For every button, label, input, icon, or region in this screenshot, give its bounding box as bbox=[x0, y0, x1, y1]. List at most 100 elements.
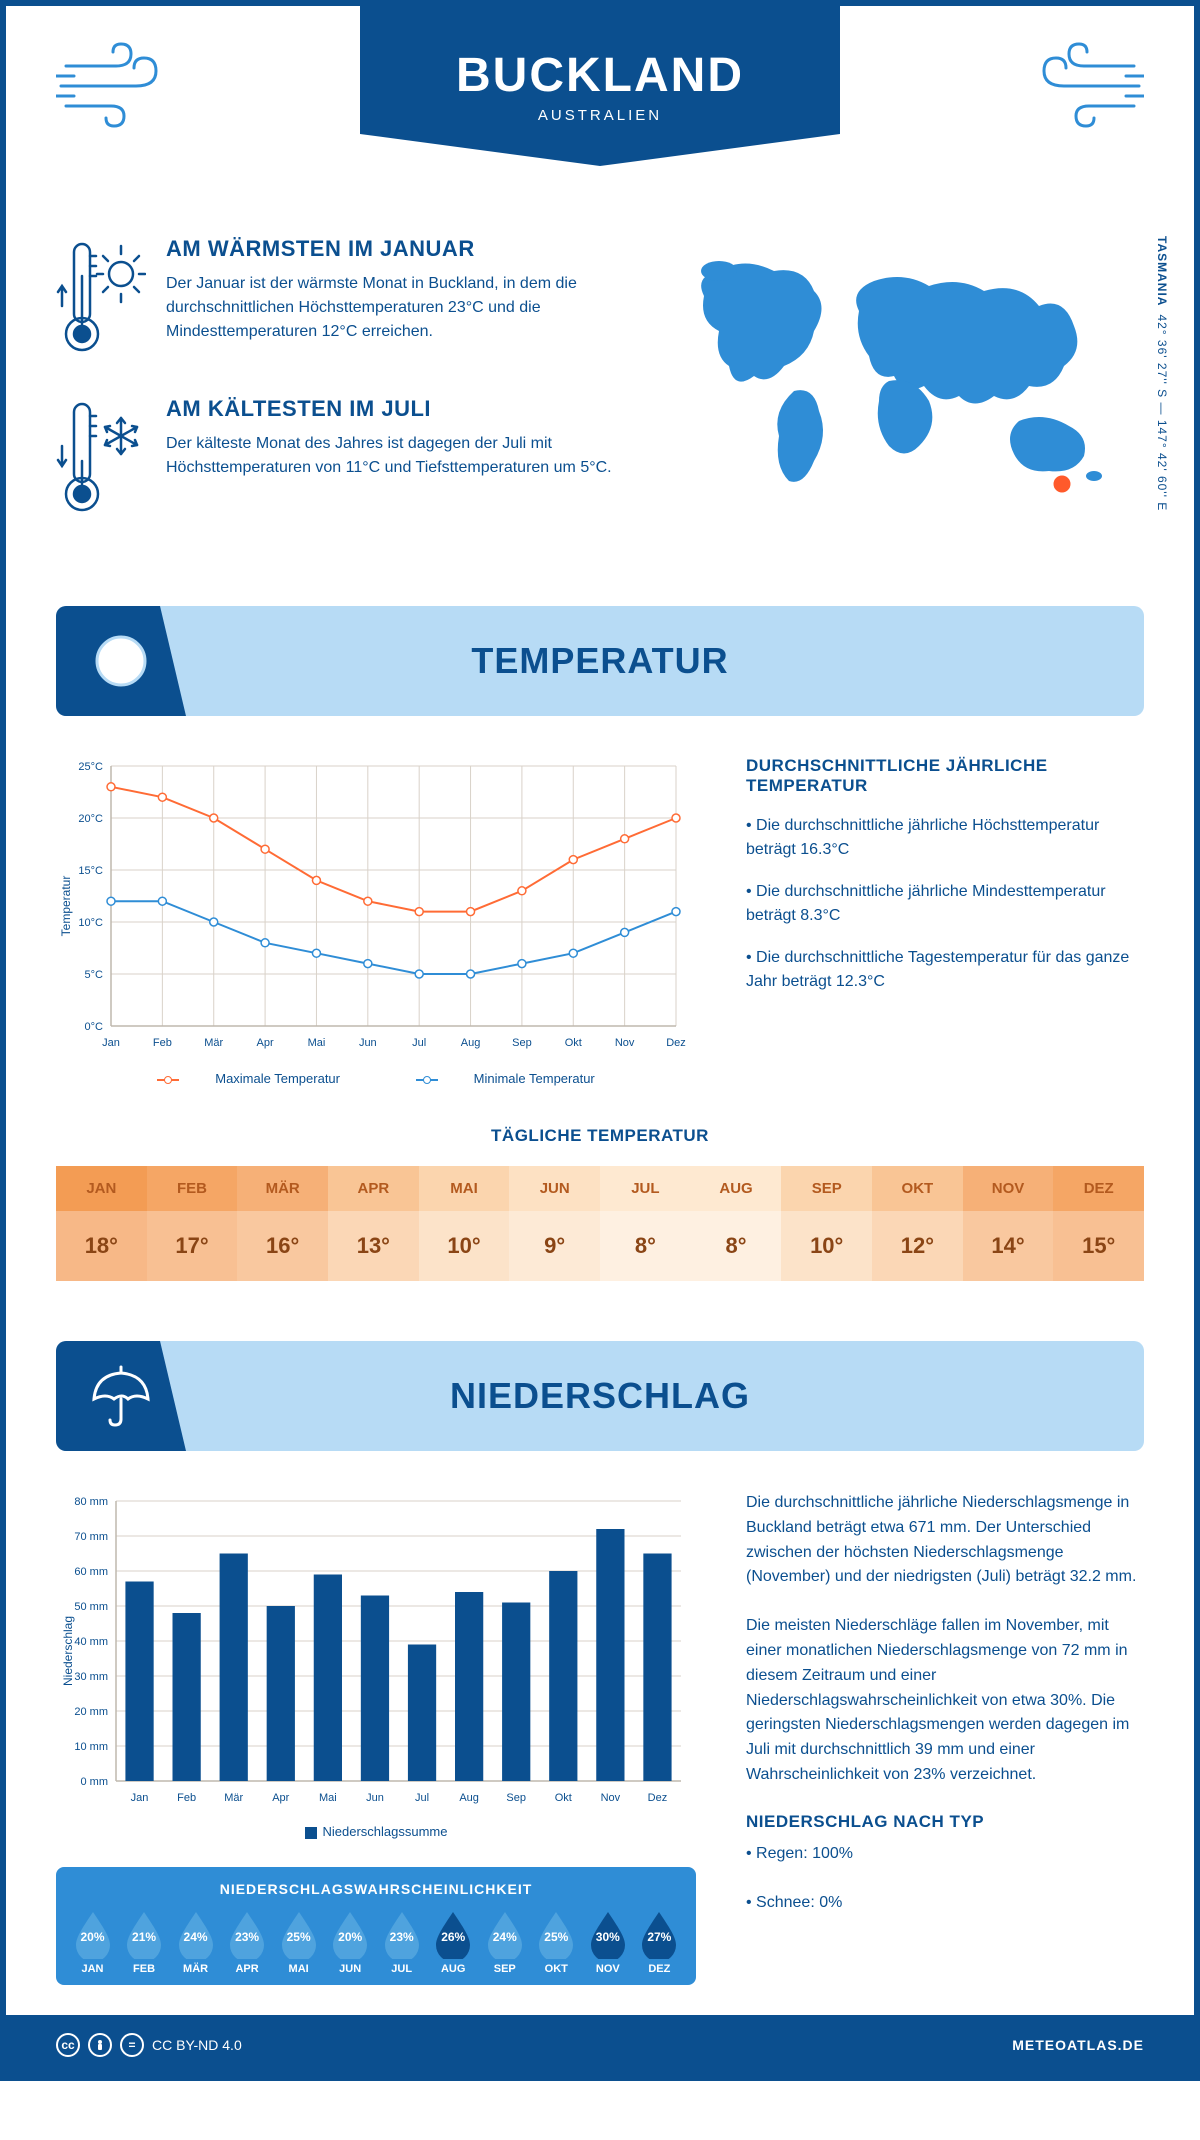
daily-temp-column: APR13° bbox=[328, 1166, 419, 1281]
precip-paragraph: Die durchschnittliche jährliche Niedersc… bbox=[746, 1491, 1144, 1590]
temperature-summary: DURCHSCHNITTLICHE JÄHRLICHE TEMPERATUR •… bbox=[746, 756, 1144, 1086]
svg-text:30 mm: 30 mm bbox=[74, 1671, 108, 1683]
svg-text:20°C: 20°C bbox=[78, 813, 103, 825]
world-map-block: TASMANIA42° 36' 27'' S — 147° 42' 60'' E bbox=[664, 236, 1144, 556]
coldest-block: AM KÄLTESTEN IM JULI Der kälteste Monat … bbox=[56, 396, 614, 516]
probability-drop: 21%FEB bbox=[122, 1909, 167, 1975]
svg-text:Sep: Sep bbox=[512, 1037, 532, 1049]
prob-title: NIEDERSCHLAGSWAHRSCHEINLICHKEIT bbox=[70, 1881, 682, 1897]
svg-text:Nov: Nov bbox=[615, 1037, 635, 1049]
temp-summary-heading: DURCHSCHNITTLICHE JÄHRLICHE TEMPERATUR bbox=[746, 756, 1144, 796]
svg-text:Mai: Mai bbox=[319, 1792, 337, 1804]
probability-drop: 26%AUG bbox=[431, 1909, 476, 1975]
sun-icon bbox=[56, 606, 186, 716]
precip-chart-legend: Niederschlagssumme bbox=[56, 1824, 696, 1839]
svg-text:Nov: Nov bbox=[601, 1792, 621, 1804]
daily-temp-column: MAI10° bbox=[419, 1166, 510, 1281]
svg-text:Mär: Mär bbox=[204, 1037, 223, 1049]
svg-text:0°C: 0°C bbox=[85, 1021, 104, 1033]
precipitation-probability-box: NIEDERSCHLAGSWAHRSCHEINLICHKEIT 20%JAN21… bbox=[56, 1867, 696, 1985]
world-map-icon bbox=[664, 236, 1144, 516]
umbrella-icon bbox=[56, 1341, 186, 1451]
svg-text:10 mm: 10 mm bbox=[74, 1741, 108, 1753]
probability-drop: 23%JUL bbox=[379, 1909, 424, 1975]
warmest-text: Der Januar ist der wärmste Monat in Buck… bbox=[166, 272, 614, 344]
daily-temp-column: JUL8° bbox=[600, 1166, 691, 1281]
header: BUCKLAND AUSTRALIEN bbox=[56, 6, 1144, 216]
footer: cc = CC BY-ND 4.0 METEOATLAS.DE bbox=[6, 2015, 1194, 2075]
precip-paragraph: Die meisten Niederschläge fallen im Nove… bbox=[746, 1614, 1144, 1788]
warmest-title: AM WÄRMSTEN IM JANUAR bbox=[166, 236, 614, 262]
svg-text:40 mm: 40 mm bbox=[74, 1636, 108, 1648]
svg-text:Okt: Okt bbox=[565, 1037, 582, 1049]
svg-text:Sep: Sep bbox=[506, 1792, 526, 1804]
cc-icon: cc bbox=[56, 2033, 80, 2057]
temp-bullet: • Die durchschnittliche Tagestemperatur … bbox=[746, 946, 1144, 994]
temperature-chart: 0°C5°C10°C15°C20°C25°CJanFebMärAprMaiJun… bbox=[56, 756, 696, 1086]
precipitation-section-header: NIEDERSCHLAG bbox=[56, 1341, 1144, 1451]
probability-drop: 24%MÄR bbox=[173, 1909, 218, 1975]
svg-text:Feb: Feb bbox=[177, 1792, 196, 1804]
temp-bullet: • Die durchschnittliche jährliche Mindes… bbox=[746, 880, 1144, 928]
svg-text:20 mm: 20 mm bbox=[74, 1706, 108, 1718]
daily-temp-column: JAN18° bbox=[56, 1166, 147, 1281]
wind-icon bbox=[1024, 36, 1144, 136]
intro-section: AM WÄRMSTEN IM JANUAR Der Januar ist der… bbox=[56, 236, 1144, 556]
svg-text:Dez: Dez bbox=[648, 1792, 668, 1804]
daily-temp-title: TÄGLICHE TEMPERATUR bbox=[56, 1126, 1144, 1146]
svg-text:Apr: Apr bbox=[272, 1792, 289, 1804]
svg-text:Mai: Mai bbox=[308, 1037, 326, 1049]
coldest-title: AM KÄLTESTEN IM JULI bbox=[166, 396, 614, 422]
temp-chart-legend: Maximale Temperatur Minimale Temperatur bbox=[56, 1071, 696, 1086]
daily-temp-column: NOV14° bbox=[963, 1166, 1054, 1281]
probability-drop: 20%JAN bbox=[70, 1909, 115, 1975]
svg-text:Temperatur: Temperatur bbox=[59, 876, 73, 937]
precip-type-bullet: • Regen: 100% bbox=[746, 1842, 1144, 1867]
page-subtitle: AUSTRALIEN bbox=[538, 107, 662, 124]
coldest-text: Der kälteste Monat des Jahres ist dagege… bbox=[166, 432, 614, 480]
svg-text:0 mm: 0 mm bbox=[81, 1776, 109, 1788]
probability-drop: 30%NOV bbox=[585, 1909, 630, 1975]
precipitation-chart: 0 mm10 mm20 mm30 mm40 mm50 mm60 mm70 mm8… bbox=[56, 1491, 696, 1839]
probability-drop: 20%JUN bbox=[328, 1909, 373, 1975]
svg-text:Aug: Aug bbox=[461, 1037, 481, 1049]
daily-temp-column: FEB17° bbox=[147, 1166, 238, 1281]
daily-temp-column: AUG8° bbox=[691, 1166, 782, 1281]
daily-temp-column: MÄR16° bbox=[237, 1166, 328, 1281]
svg-text:15°C: 15°C bbox=[78, 865, 103, 877]
infographic-frame: BUCKLAND AUSTRALIEN bbox=[0, 0, 1200, 2081]
daily-temp-column: OKT12° bbox=[872, 1166, 963, 1281]
svg-text:Jun: Jun bbox=[359, 1037, 377, 1049]
license-label: CC BY-ND 4.0 bbox=[152, 2037, 242, 2053]
svg-text:25°C: 25°C bbox=[78, 761, 103, 773]
brand-label: METEOATLAS.DE bbox=[1012, 2037, 1144, 2053]
svg-text:Mär: Mär bbox=[224, 1792, 243, 1804]
svg-text:80 mm: 80 mm bbox=[74, 1496, 108, 1508]
daily-temp-column: JUN9° bbox=[509, 1166, 600, 1281]
svg-text:70 mm: 70 mm bbox=[74, 1531, 108, 1543]
nd-icon: = bbox=[120, 2033, 144, 2057]
svg-text:Jan: Jan bbox=[102, 1037, 120, 1049]
warmest-block: AM WÄRMSTEN IM JANUAR Der Januar ist der… bbox=[56, 236, 614, 356]
svg-text:Jan: Jan bbox=[131, 1792, 149, 1804]
svg-text:Feb: Feb bbox=[153, 1037, 172, 1049]
svg-text:Jul: Jul bbox=[412, 1037, 426, 1049]
by-icon bbox=[88, 2033, 112, 2057]
svg-text:Dez: Dez bbox=[666, 1037, 686, 1049]
section-title: NIEDERSCHLAG bbox=[186, 1375, 1144, 1417]
license-block: cc = CC BY-ND 4.0 bbox=[56, 2033, 242, 2057]
daily-temperature-table: JAN18°FEB17°MÄR16°APR13°MAI10°JUN9°JUL8°… bbox=[56, 1166, 1144, 1281]
thermometer-sun-icon bbox=[56, 236, 146, 356]
svg-text:Jun: Jun bbox=[366, 1792, 384, 1804]
precip-type-bullet: • Schnee: 0% bbox=[746, 1891, 1144, 1916]
probability-drop: 27%DEZ bbox=[637, 1909, 682, 1975]
precip-type-heading: NIEDERSCHLAG NACH TYP bbox=[746, 1812, 1144, 1832]
coordinates: TASMANIA42° 36' 27'' S — 147° 42' 60'' E bbox=[1155, 236, 1169, 511]
temperature-section-header: TEMPERATUR bbox=[56, 606, 1144, 716]
svg-text:5°C: 5°C bbox=[85, 969, 104, 981]
page-title: BUCKLAND bbox=[456, 48, 744, 103]
section-title: TEMPERATUR bbox=[186, 640, 1144, 682]
probability-drop: 23%APR bbox=[225, 1909, 270, 1975]
svg-text:Niederschlag: Niederschlag bbox=[61, 1616, 75, 1686]
probability-drop: 25%MAI bbox=[276, 1909, 321, 1975]
